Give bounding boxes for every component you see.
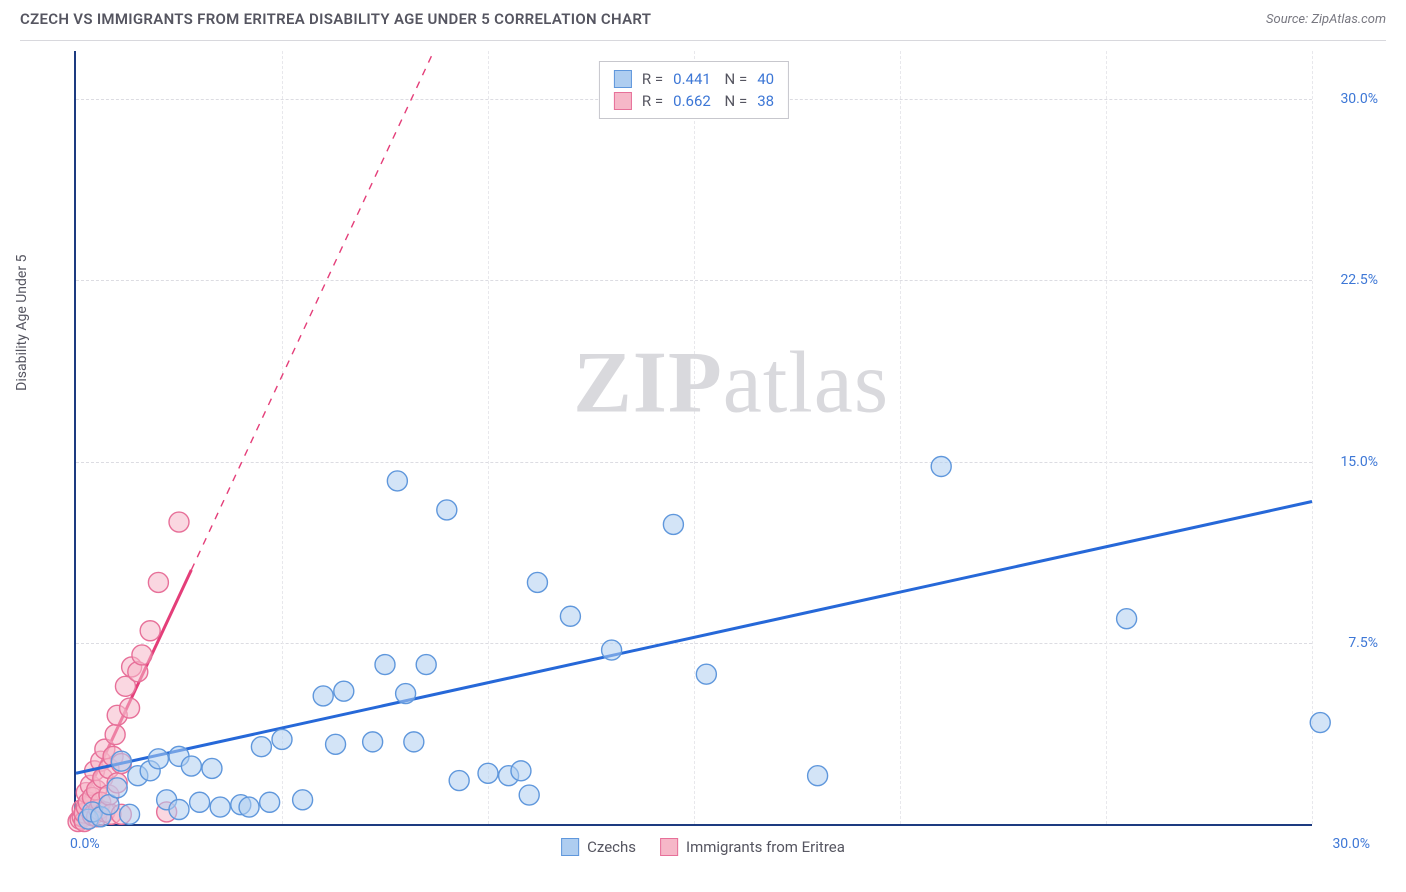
data-point bbox=[210, 797, 230, 817]
data-point bbox=[293, 790, 313, 810]
chart-container: Disability Age Under 5 ZIPatlas R =0.441… bbox=[20, 40, 1386, 876]
data-point bbox=[202, 758, 222, 778]
data-point bbox=[140, 621, 160, 641]
data-point bbox=[931, 456, 951, 476]
y-axis-label: Disability Age Under 5 bbox=[14, 254, 30, 390]
legend-row-czechs: R =0.441 N =40 bbox=[614, 68, 774, 90]
data-point bbox=[148, 749, 168, 769]
data-point bbox=[663, 514, 683, 534]
data-point bbox=[363, 732, 383, 752]
scatter-svg bbox=[76, 51, 1312, 824]
data-point bbox=[387, 471, 407, 491]
data-point bbox=[375, 655, 395, 675]
data-point bbox=[107, 778, 127, 798]
data-point bbox=[111, 751, 131, 771]
swatch-icon bbox=[614, 70, 632, 88]
swatch-icon bbox=[614, 92, 632, 110]
y-tick-label: 15.0% bbox=[1340, 454, 1378, 470]
data-point bbox=[396, 684, 416, 704]
data-point bbox=[239, 797, 259, 817]
data-point bbox=[334, 681, 354, 701]
correlation-legend: R =0.441 N =40 R =0.662 N =38 bbox=[599, 61, 789, 119]
data-point bbox=[148, 572, 168, 592]
y-tick-label: 7.5% bbox=[1348, 635, 1378, 651]
source-attribution: Source: ZipAtlas.com bbox=[1266, 12, 1386, 27]
data-point bbox=[120, 698, 140, 718]
y-tick-label: 30.0% bbox=[1340, 91, 1378, 107]
data-point bbox=[190, 792, 210, 812]
data-point bbox=[251, 737, 271, 757]
data-point bbox=[169, 800, 189, 820]
y-tick-label: 22.5% bbox=[1340, 272, 1378, 288]
data-point bbox=[437, 500, 457, 520]
series-legend: Czechs Immigrants from Eritrea bbox=[561, 838, 845, 856]
gridline-v bbox=[1312, 51, 1313, 824]
data-point bbox=[260, 792, 280, 812]
data-point bbox=[527, 572, 547, 592]
data-point bbox=[1310, 713, 1330, 733]
data-point bbox=[808, 766, 828, 786]
data-point bbox=[181, 756, 201, 776]
data-point bbox=[120, 804, 140, 824]
data-point bbox=[326, 734, 346, 754]
data-point bbox=[511, 761, 531, 781]
data-point bbox=[560, 606, 580, 626]
plot-area: ZIPatlas R =0.441 N =40 R =0.662 N =38 7… bbox=[74, 51, 1312, 826]
data-point bbox=[1117, 609, 1137, 629]
data-point bbox=[404, 732, 424, 752]
data-point bbox=[313, 686, 333, 706]
data-point bbox=[519, 785, 539, 805]
data-point bbox=[132, 645, 152, 665]
data-point bbox=[696, 664, 716, 684]
chart-title: CZECH VS IMMIGRANTS FROM ERITREA DISABIL… bbox=[20, 10, 651, 28]
data-point bbox=[272, 729, 292, 749]
data-point bbox=[602, 640, 622, 660]
x-axis-origin-label: 0.0% bbox=[70, 836, 100, 852]
legend-row-eritrea: R =0.662 N =38 bbox=[614, 90, 774, 112]
data-point bbox=[416, 655, 436, 675]
legend-item-czechs: Czechs bbox=[561, 838, 636, 856]
swatch-icon bbox=[660, 838, 678, 856]
x-axis-max-label: 30.0% bbox=[1332, 836, 1370, 852]
swatch-icon bbox=[561, 838, 579, 856]
data-point bbox=[169, 512, 189, 532]
legend-item-eritrea: Immigrants from Eritrea bbox=[660, 838, 845, 856]
data-point bbox=[449, 771, 469, 791]
data-point bbox=[105, 725, 125, 745]
data-point bbox=[478, 763, 498, 783]
